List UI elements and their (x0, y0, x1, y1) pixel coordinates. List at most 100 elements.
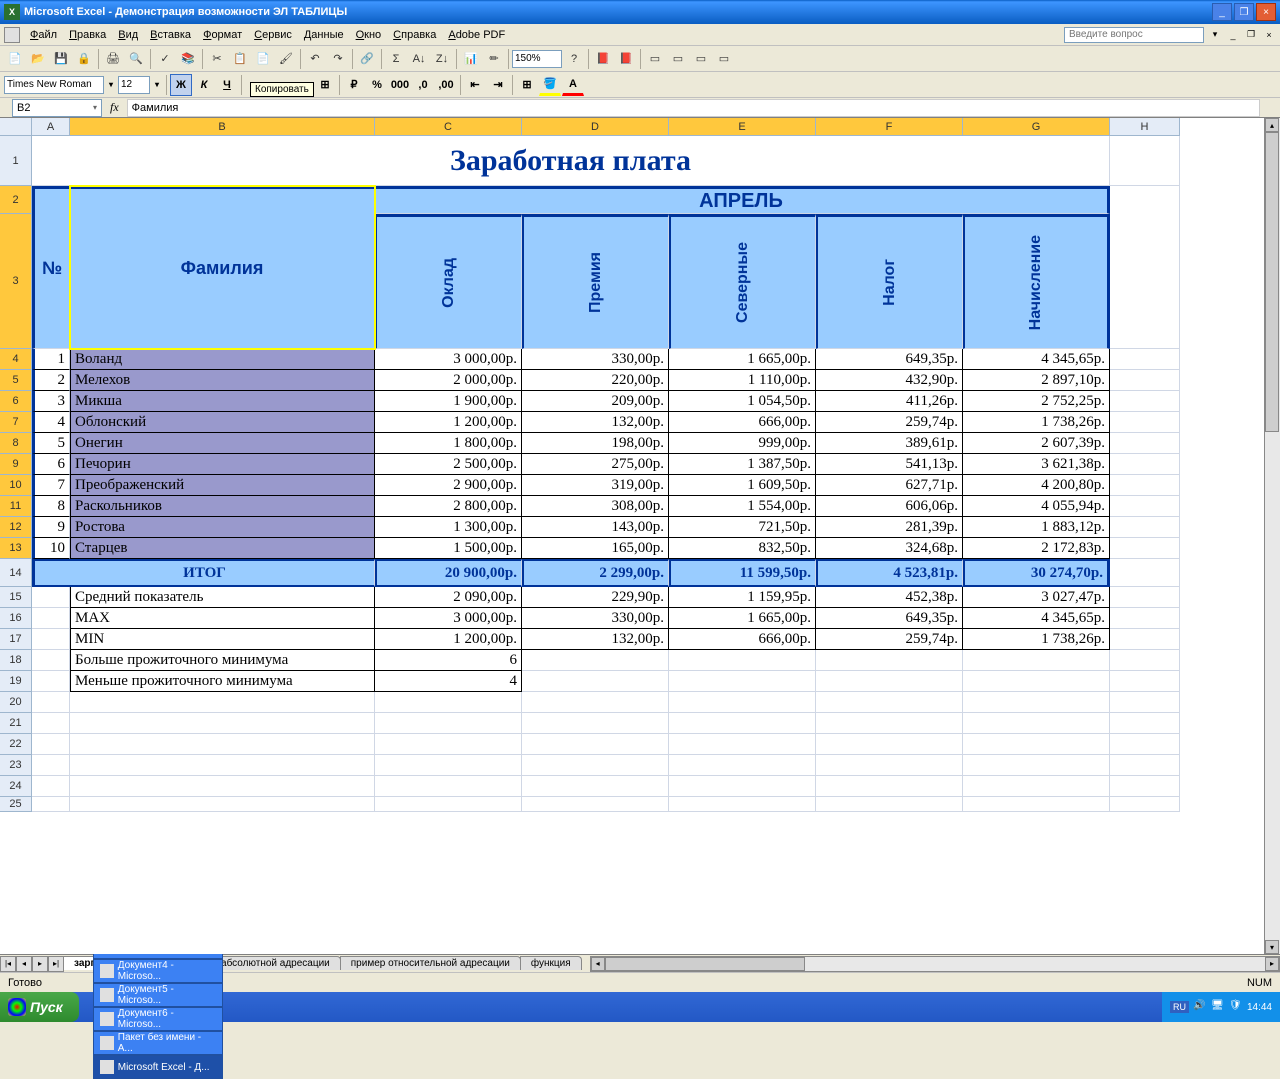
cell-val-1-1[interactable]: 220,00р. (522, 370, 669, 391)
stat-label-0[interactable]: Средний показатель (70, 587, 375, 608)
menu-Сервис[interactable]: Сервис (248, 27, 298, 43)
cell-num-1[interactable]: 2 (32, 370, 70, 391)
tray-icon-3[interactable]: 🛡 (1229, 1000, 1243, 1014)
name-box[interactable]: B2 ▾ (12, 99, 102, 117)
restore-button[interactable]: ❐ (1234, 3, 1254, 21)
cell-val-5-2[interactable]: 1 387,50р. (669, 454, 816, 475)
mdi-close[interactable]: × (1262, 28, 1276, 42)
mdi-restore[interactable]: ❐ (1244, 28, 1258, 42)
bold-button[interactable]: Ж (170, 74, 192, 96)
borders-icon[interactable]: ⊞ (516, 74, 538, 96)
save-icon[interactable]: 💾 (50, 48, 72, 70)
stat-2-4[interactable]: 1 738,26р. (963, 629, 1110, 650)
cell-val-3-1[interactable]: 132,00р. (522, 412, 669, 433)
cell-val-9-4[interactable]: 2 172,83р. (963, 538, 1110, 559)
cell-name-5[interactable]: Печорин (70, 454, 375, 475)
col-header-C[interactable]: C (375, 118, 522, 136)
cell-val-2-3[interactable]: 411,26р. (816, 391, 963, 412)
menu-Формат[interactable]: Формат (197, 27, 248, 43)
preview-icon[interactable]: 🔍 (125, 48, 147, 70)
font-selector[interactable] (4, 76, 104, 94)
title-cell[interactable]: Заработная плата (32, 136, 1110, 186)
cell-val-4-3[interactable]: 389,61р. (816, 433, 963, 454)
autosum-icon[interactable]: Σ (385, 48, 407, 70)
cell-val-9-3[interactable]: 324,68р. (816, 538, 963, 559)
namebox-dd-icon[interactable]: ▾ (93, 103, 97, 112)
hyperlink-icon[interactable]: 🔗 (356, 48, 378, 70)
cell-num-3[interactable]: 4 (32, 412, 70, 433)
col-header-G[interactable]: G (963, 118, 1110, 136)
stat-0-2[interactable]: 1 159,95р. (669, 587, 816, 608)
zoom-selector[interactable] (512, 50, 562, 68)
row-header-3[interactable]: 3 (0, 214, 32, 349)
hdr-sub-1[interactable]: Премия (522, 214, 669, 349)
menu-Данные[interactable]: Данные (298, 27, 350, 43)
spelling-icon[interactable]: ✓ (154, 48, 176, 70)
stat-0-4[interactable]: 3 027,47р. (963, 587, 1110, 608)
cell-name-2[interactable]: Микша (70, 391, 375, 412)
taskbar-item-4[interactable]: Пакет без имени - A... (93, 1031, 223, 1055)
sort-asc-icon[interactable]: A↓ (408, 48, 430, 70)
ask-question-input[interactable] (1064, 27, 1204, 43)
cell-val-1-0[interactable]: 2 000,00р. (375, 370, 522, 391)
itog-4[interactable]: 30 274,70р. (963, 559, 1110, 587)
pdf2-icon[interactable]: 📕 (615, 48, 637, 70)
cell-val-8-1[interactable]: 143,00р. (522, 517, 669, 538)
pdf-icon[interactable]: 📕 (592, 48, 614, 70)
cell-val-9-0[interactable]: 1 500,00р. (375, 538, 522, 559)
cell-val-7-4[interactable]: 4 055,94р. (963, 496, 1110, 517)
hdr-sub-2[interactable]: Северные (669, 214, 816, 349)
cell-val-8-2[interactable]: 721,50р. (669, 517, 816, 538)
cell-val-7-1[interactable]: 308,00р. (522, 496, 669, 517)
merge-icon[interactable]: ⊞ (314, 74, 336, 96)
hdr-num[interactable]: № (32, 186, 70, 349)
tray-icon-1[interactable]: 🔊 (1193, 1000, 1207, 1014)
row-header-25[interactable]: 25 (0, 797, 32, 812)
cell-val-6-3[interactable]: 627,71р. (816, 475, 963, 496)
vscroll-thumb[interactable] (1265, 132, 1279, 432)
cell-val-5-0[interactable]: 2 500,00р. (375, 454, 522, 475)
taskbar-item-1[interactable]: Документ4 - Microso... (93, 959, 223, 983)
extra-label-0[interactable]: Больше прожиточного минимума (70, 650, 375, 671)
font-dd-icon[interactable]: ▾ (105, 74, 117, 96)
itog-2[interactable]: 11 599,50р. (669, 559, 816, 587)
cell-num-8[interactable]: 9 (32, 517, 70, 538)
language-indicator[interactable]: RU (1170, 1001, 1189, 1013)
cell-val-4-2[interactable]: 999,00р. (669, 433, 816, 454)
stat-1-4[interactable]: 4 345,65р. (963, 608, 1110, 629)
new-icon[interactable]: 📄 (4, 48, 26, 70)
cell-val-6-2[interactable]: 1 609,50р. (669, 475, 816, 496)
cell-val-5-1[interactable]: 275,00р. (522, 454, 669, 475)
fx-icon[interactable]: fx (102, 100, 127, 115)
cell-val-5-4[interactable]: 3 621,38р. (963, 454, 1110, 475)
open-icon[interactable]: 📂 (27, 48, 49, 70)
horizontal-scrollbar[interactable]: ◂ ▸ (590, 956, 1280, 972)
currency-icon[interactable]: ₽ (343, 74, 365, 96)
cell-name-8[interactable]: Ростова (70, 517, 375, 538)
cell-num-9[interactable]: 10 (32, 538, 70, 559)
cell-val-7-0[interactable]: 2 800,00р. (375, 496, 522, 517)
cell-name-6[interactable]: Преображенский (70, 475, 375, 496)
extra-label-1[interactable]: Меньше прожиточного минимума (70, 671, 375, 692)
dec-decimal-icon[interactable]: ,00 (435, 74, 457, 96)
research-icon[interactable]: 📚 (177, 48, 199, 70)
scroll-left-icon[interactable]: ◂ (591, 957, 605, 971)
cell-name-0[interactable]: Воланд (70, 349, 375, 370)
hdr-sub-4[interactable]: Начисление (963, 214, 1110, 349)
col-header-D[interactable]: D (522, 118, 669, 136)
form2-icon[interactable]: ▭ (667, 48, 689, 70)
row-header-20[interactable]: 20 (0, 692, 32, 713)
itog-3[interactable]: 4 523,81р. (816, 559, 963, 587)
row-header-4[interactable]: 4 (0, 349, 32, 370)
inc-decimal-icon[interactable]: ,0 (412, 74, 434, 96)
cell-val-7-3[interactable]: 606,06р. (816, 496, 963, 517)
prev-tab-icon[interactable]: ◂ (16, 956, 32, 972)
menu-Вставка[interactable]: Вставка (144, 27, 197, 43)
underline-button[interactable]: Ч (216, 74, 238, 96)
redo-icon[interactable]: ↷ (327, 48, 349, 70)
row-header-16[interactable]: 16 (0, 608, 32, 629)
row-header-10[interactable]: 10 (0, 475, 32, 496)
cell-val-7-2[interactable]: 1 554,00р. (669, 496, 816, 517)
cell-num-0[interactable]: 1 (32, 349, 70, 370)
dec-indent-icon[interactable]: ⇤ (464, 74, 486, 96)
